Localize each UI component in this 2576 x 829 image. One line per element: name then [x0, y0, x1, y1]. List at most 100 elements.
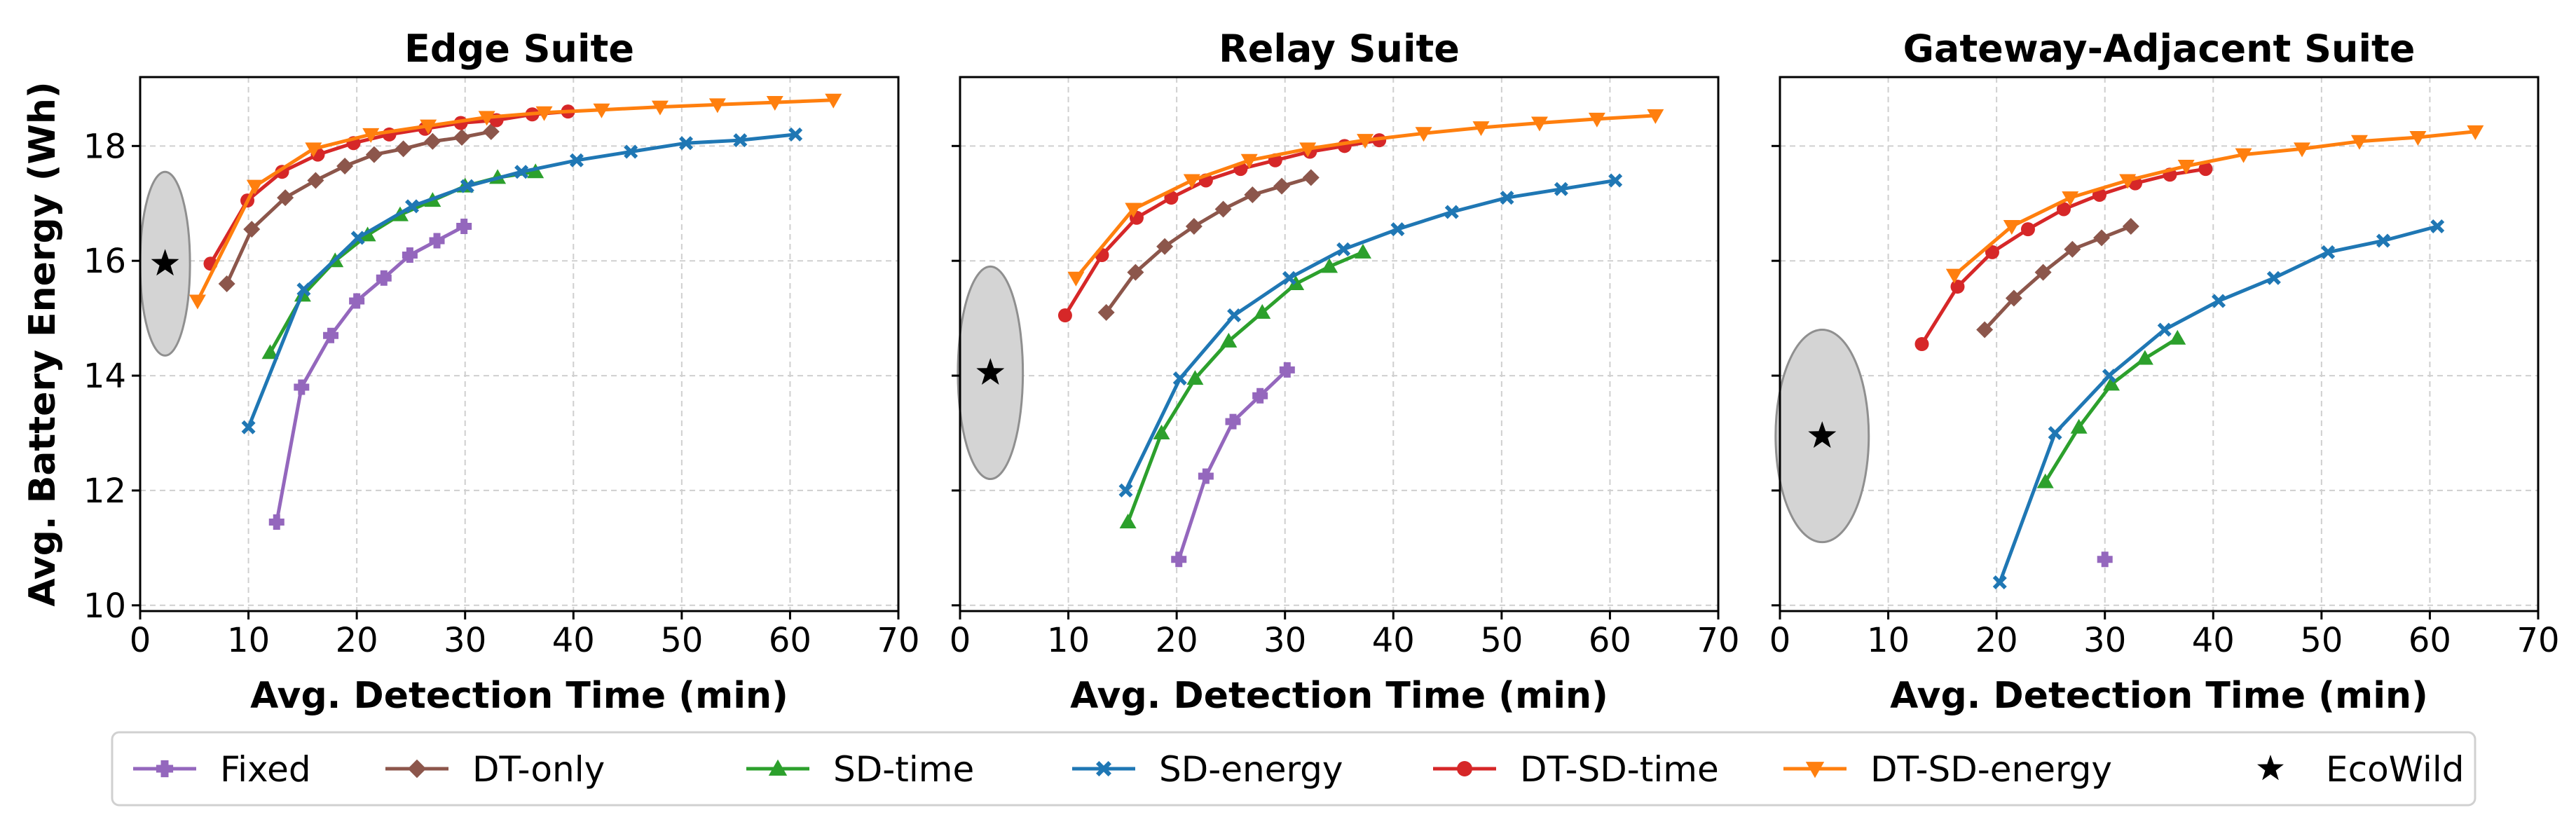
- data-point: [1302, 169, 1320, 186]
- series-dt-sd-time: [1057, 133, 1387, 323]
- data-point: [1273, 177, 1291, 195]
- data-point: [1357, 134, 1374, 149]
- data-point: [420, 119, 437, 135]
- tick-label-x: 70: [877, 621, 919, 660]
- panel-title: Relay Suite: [1219, 27, 1460, 71]
- series-line: [1177, 369, 1289, 561]
- data-point: [1279, 362, 1295, 378]
- data-point: [1472, 121, 1490, 137]
- legend-item-ecowild: EcoWild: [2257, 749, 2465, 790]
- data-point: [2177, 160, 2195, 174]
- data-point: [1185, 218, 1203, 235]
- data-point: [1976, 321, 1994, 338]
- tick-label-x: 50: [660, 621, 703, 660]
- data-point: [593, 103, 610, 118]
- legend-marker: [1805, 762, 1825, 779]
- data-point: [2350, 135, 2368, 150]
- tick-label-x: 40: [1372, 621, 1415, 660]
- data-point: [1125, 203, 1142, 218]
- data-point: [2070, 418, 2088, 434]
- tick-label-y: 18: [83, 127, 126, 166]
- tick-label-x: 10: [1047, 621, 1090, 660]
- data-point: [1097, 303, 1115, 321]
- data-point: [1214, 200, 1232, 218]
- tick-label-x: 30: [1263, 621, 1306, 660]
- data-point: [350, 231, 365, 245]
- data-point: [1355, 243, 1372, 259]
- data-point: [1156, 238, 1174, 255]
- tick-label-x: 30: [444, 621, 486, 660]
- data-point: [1299, 142, 1317, 158]
- data-point: [1171, 551, 1187, 568]
- data-point: [1444, 205, 1459, 219]
- data-point: [376, 270, 392, 286]
- data-point: [349, 293, 365, 309]
- tick-label-x: 10: [227, 621, 270, 660]
- series-dt-sd-energy: [1945, 125, 2484, 284]
- data-point: [2409, 131, 2427, 146]
- data-point: [624, 144, 638, 159]
- axes-frame: [139, 76, 900, 612]
- data-point: [1554, 181, 1568, 196]
- tick-label-x: 70: [2516, 621, 2559, 660]
- data-point: [1220, 332, 1238, 348]
- ecowild-point: [1808, 421, 1837, 448]
- data-point: [294, 379, 310, 395]
- data-point: [323, 327, 339, 343]
- data-point: [460, 179, 474, 193]
- panel-2: 0 10 20 30 40 50 60 70 Relay Suite Avg. Detection…: [950, 27, 1740, 717]
- legend-marker: [1096, 761, 1111, 776]
- series-line: [1998, 224, 2438, 583]
- data-point: [1321, 258, 1338, 273]
- series-fixed: [1171, 362, 1295, 568]
- data-point: [2064, 240, 2081, 258]
- data-point: [189, 294, 206, 310]
- data-point: [2235, 148, 2252, 163]
- data-point: [1240, 153, 1258, 169]
- series-line: [275, 224, 465, 523]
- data-point: [527, 163, 544, 179]
- series-sd-time: [1119, 243, 1372, 528]
- data-point: [2169, 329, 2186, 345]
- tick-label-y: 12: [83, 472, 126, 511]
- series-line: [1124, 179, 1616, 491]
- data-point: [825, 93, 842, 109]
- data-point: [2321, 245, 2336, 259]
- axes-frame: [959, 76, 1720, 612]
- tick-label-x: 0: [950, 621, 971, 660]
- legend-label: EcoWild: [2326, 749, 2465, 790]
- data-point: [1588, 112, 1605, 128]
- data-point: [429, 233, 445, 249]
- data-point: [1127, 263, 1144, 281]
- series-dt-sd-time: [1914, 162, 2213, 351]
- legend-marker: [407, 759, 427, 779]
- data-point: [1415, 127, 1432, 142]
- series-sd-time: [2036, 329, 2186, 488]
- series-sd-energy: [1992, 219, 2445, 590]
- legend: Fixed DT-only SD-time SD-energy DT-SD-time DT…: [111, 731, 2476, 807]
- data-point: [2157, 322, 2172, 337]
- data-point: [1225, 413, 1241, 430]
- legend-item-dt-sd-energy: DT-SD-energy: [1783, 749, 2112, 790]
- data-point: [2020, 222, 2035, 237]
- data-point: [1118, 483, 1133, 498]
- data-point: [2294, 142, 2311, 158]
- ecowild-point: [976, 358, 1005, 385]
- legend-item-dt-only: DT-only: [385, 749, 605, 790]
- data-point: [1914, 337, 1929, 351]
- series-dt-sd-time: [203, 104, 575, 271]
- data-point: [241, 420, 256, 434]
- y-axis-label: Avg. Battery Energy (Wh): [22, 81, 64, 606]
- data-point: [482, 123, 500, 140]
- data-point: [1198, 468, 1214, 484]
- data-point: [2102, 369, 2116, 383]
- data-point: [1992, 575, 2007, 590]
- tick-label-x: 20: [336, 621, 378, 660]
- data-point: [708, 98, 726, 114]
- data-point: [268, 514, 285, 530]
- data-point: [218, 275, 235, 292]
- data-point: [246, 179, 263, 195]
- legend-marker: [156, 760, 174, 778]
- tick-label-x: 20: [1975, 621, 2018, 660]
